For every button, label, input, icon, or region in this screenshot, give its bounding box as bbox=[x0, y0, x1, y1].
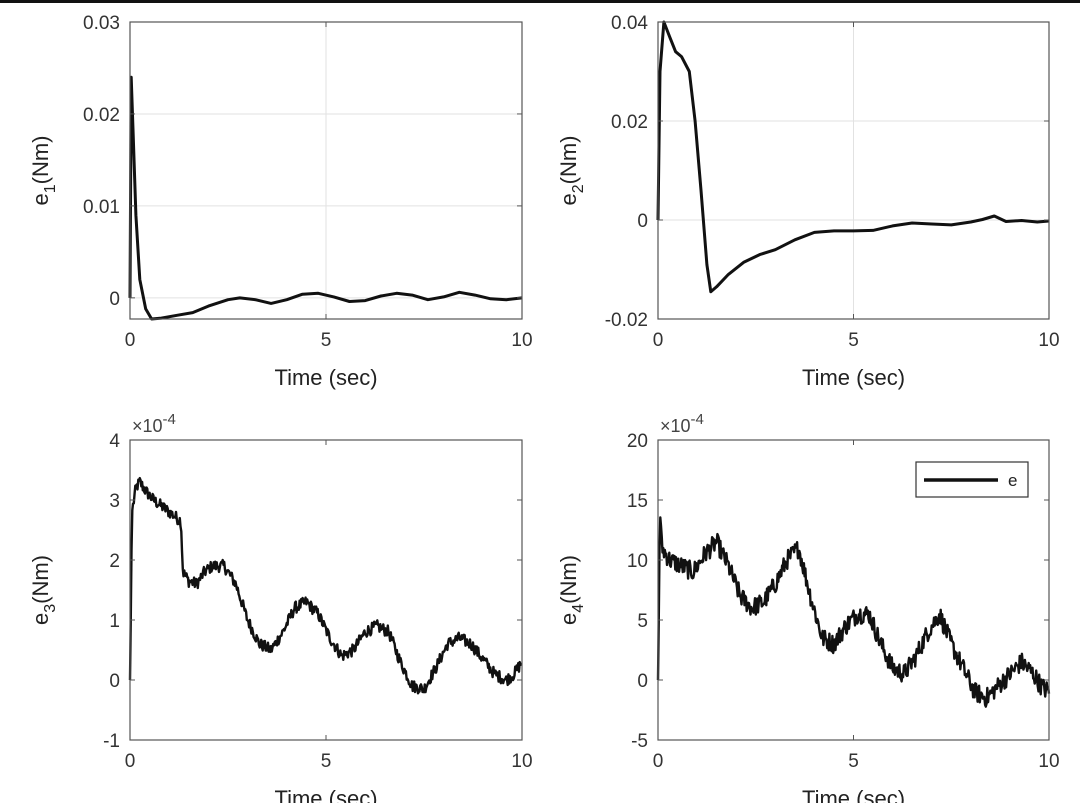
series-line-e4 bbox=[656, 516, 1051, 708]
legend-label: e bbox=[1008, 471, 1017, 490]
x-tick-label: 10 bbox=[511, 330, 532, 351]
x-axis-label: Time (sec) bbox=[802, 365, 905, 390]
y-axis-label: e2(Nm) bbox=[556, 135, 587, 205]
series-line-e2 bbox=[656, 20, 1050, 294]
y-tick-label: 0.02 bbox=[83, 105, 120, 126]
y-tick-label: -5 bbox=[631, 731, 648, 752]
series-line-e3 bbox=[128, 476, 523, 695]
x-tick-label: 5 bbox=[321, 751, 332, 772]
y-tick-label: 0 bbox=[109, 289, 120, 310]
y-exponent-label: ×10-4 bbox=[132, 411, 176, 436]
subplot-e1: 0 5 10 0 0.01 0.02 0.03 Time (sec) e1(Nm) bbox=[28, 13, 533, 390]
y-tick-label: 2 bbox=[109, 551, 120, 572]
x-tick-label: 0 bbox=[653, 330, 664, 351]
y-tick-label: 5 bbox=[637, 611, 648, 632]
y-axis-label: e4(Nm) bbox=[556, 555, 587, 625]
x-tick-label: 10 bbox=[1038, 751, 1059, 772]
y-tick-label: 0 bbox=[637, 671, 648, 692]
y-tick-label: 4 bbox=[109, 431, 120, 452]
x-tick-label: 0 bbox=[125, 751, 136, 772]
x-tick-label: 5 bbox=[321, 330, 332, 351]
x-tick-label: 10 bbox=[1038, 330, 1059, 351]
x-axis-label: Time (sec) bbox=[802, 786, 905, 803]
y-tick-label: 3 bbox=[109, 491, 120, 512]
y-tick-label: 15 bbox=[627, 491, 648, 512]
y-tick-label: 0.01 bbox=[83, 197, 120, 218]
x-tick-label: 0 bbox=[125, 330, 136, 351]
y-tick-label: -1 bbox=[103, 731, 120, 752]
y-tick-label: 10 bbox=[627, 551, 648, 572]
x-axis-label: Time (sec) bbox=[274, 786, 377, 803]
y-tick-label: 0 bbox=[637, 211, 648, 232]
y-tick-label: -0.02 bbox=[605, 310, 648, 331]
y-exponent-label: ×10-4 bbox=[660, 411, 704, 436]
x-tick-label: 0 bbox=[653, 751, 664, 772]
y-tick-label: 1 bbox=[109, 611, 120, 632]
y-axis-label: e3(Nm) bbox=[28, 555, 59, 625]
y-tick-label: 20 bbox=[627, 431, 648, 452]
top-border bbox=[0, 0, 1080, 3]
series-line-e1 bbox=[128, 75, 523, 321]
y-tick-label: 0 bbox=[109, 671, 120, 692]
y-tick-label: 0.04 bbox=[611, 13, 648, 34]
y-tick-label: 0.02 bbox=[611, 112, 648, 133]
y-axis-label: e1(Nm) bbox=[28, 135, 59, 205]
x-tick-label: 5 bbox=[848, 751, 859, 772]
y-tick-label: 0.03 bbox=[83, 13, 120, 34]
x-tick-label: 5 bbox=[848, 330, 859, 351]
plot-area bbox=[130, 440, 522, 740]
x-axis-label: Time (sec) bbox=[274, 365, 377, 390]
x-tick-label: 10 bbox=[511, 751, 532, 772]
